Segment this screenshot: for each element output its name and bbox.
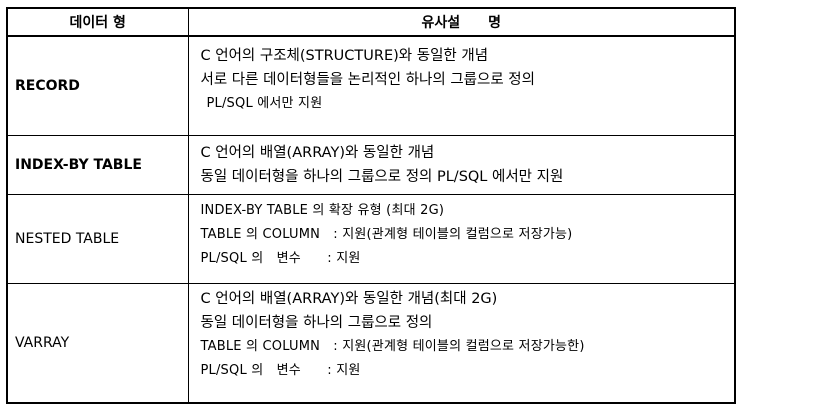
table-row-index-by-table: INDEX-BY TABLE C 언어의 배열(ARRAY)와 동일한 개념 동… [6,135,736,195]
desc-line: TABLE 의 COLUMN : 지원(관계형 테이블의 컬럼으로 저장가능한) [200,339,585,354]
desc-line: C 언어의 구조체(STRUCTURE)와 동일한 개념 [200,48,489,64]
desc-cell-nested-table: INDEX-BY TABLE 의 확장 유형 (최대 2G) TABLE 의 C… [187,194,736,284]
desc-line: PL/SQL 의 변수 : 지원 [200,363,361,378]
desc-cell-index-by-table: C 언어의 배열(ARRAY)와 동일한 개념 동일 데이터형을 하나의 그룹으… [187,135,736,195]
table-row-nested-table: NESTED TABLE INDEX-BY TABLE 의 확장 유형 (최대 … [6,194,736,284]
type-cell-nested-table: NESTED TABLE [6,194,189,284]
desc-line: 서로 다른 데이터형들을 논리적인 하나의 그룹으로 정의 [200,72,535,88]
header-data-type: 데이터 형 [6,7,189,37]
desc-line: TABLE 의 COLUMN : 지원(관계형 테이블의 컬럼으로 저장가능) [200,227,573,242]
data-type-table: 데이터 형 유사설 명 RECORD C 언어의 구조체(STRUCTURE)와… [6,7,736,404]
table-row-varray: VARRAY C 언어의 배열(ARRAY)와 동일한 개념(최대 2G) 동일… [6,283,736,404]
desc-line: PL/SQL 에서만 지원 [206,96,323,111]
desc-line: C 언어의 배열(ARRAY)와 동일한 개념 [200,145,435,161]
desc-cell-record: C 언어의 구조체(STRUCTURE)와 동일한 개념 서로 다른 데이터형들… [187,35,736,136]
header-description: 유사설 명 [187,7,736,37]
type-cell-index-by-table: INDEX-BY TABLE [6,135,189,195]
type-cell-record: RECORD [6,35,189,136]
header-row: 데이터 형 유사설 명 [6,7,736,37]
desc-line: PL/SQL 의 변수 : 지원 [200,251,361,266]
desc-cell-varray: C 언어의 배열(ARRAY)와 동일한 개념(최대 2G) 동일 데이터형을 … [187,283,736,404]
table-row-record: RECORD C 언어의 구조체(STRUCTURE)와 동일한 개념 서로 다… [6,35,736,136]
table-header: 데이터 형 유사설 명 [6,7,736,37]
desc-line: C 언어의 배열(ARRAY)와 동일한 개념(최대 2G) [200,291,498,307]
type-cell-varray: VARRAY [6,283,189,404]
desc-line: 동일 데이터형을 하나의 그룹으로 정의 PL/SQL 에서만 지원 [200,169,564,185]
desc-line: INDEX-BY TABLE 의 확장 유형 (최대 2G) [200,203,445,218]
desc-line: 동일 데이터형을 하나의 그룹으로 정의 [200,315,433,331]
